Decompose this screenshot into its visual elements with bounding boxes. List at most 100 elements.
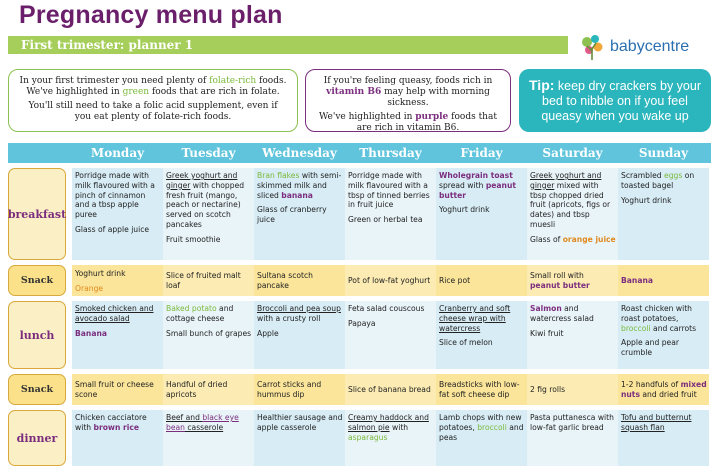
menu-text: Slice of melon — [439, 338, 493, 348]
meal-label: dinner — [8, 410, 66, 466]
menu-text: Small roll with — [530, 271, 584, 281]
meal-label: Snack — [8, 265, 66, 296]
menu-text: and cottage cheese — [166, 304, 234, 323]
cell-content: 2 fig rolls — [530, 385, 565, 395]
menu-cell-thursday: Porridge made with milk flavoured with a… — [345, 168, 436, 260]
menu-item: Breadsticks with low-fat soft cheese dip — [439, 380, 525, 400]
meal-label: Snack — [8, 374, 66, 405]
menu-cell-saturday: Pasta puttanesca with low-fat garlic bre… — [527, 410, 618, 466]
menu-text: black eye bean — [166, 413, 239, 432]
folate-line-3: You'll still need to take a folic acid s… — [28, 101, 278, 122]
menu-text: mixed nuts — [621, 380, 707, 399]
menu-text: Sultana scotch pancake — [257, 271, 313, 290]
menu-text: Handful of dried apricots — [166, 380, 228, 399]
menu-text: mixed with tbsp chopped dried fruit (apr… — [530, 180, 611, 229]
menu-text: Yoghurt drink — [621, 195, 672, 205]
menu-text: Slice of banana bread — [348, 385, 431, 395]
menu-item: Apple and pear crumble — [621, 338, 707, 358]
menu-text: Banana — [621, 276, 653, 286]
cell-content: Slice of fruited malt loaf — [166, 271, 252, 291]
highlight: vitamin B6 — [326, 87, 382, 97]
menu-item: Beef and black eye bean casserole — [166, 413, 252, 433]
menu-cell-friday: Lamb chops with new potatoes, broccoli a… — [436, 410, 527, 466]
cell-content: Small roll with peanut butter — [530, 271, 616, 291]
tip-text: keep dry crackers by your bed to nibble … — [541, 79, 701, 123]
menu-cell-friday: Wholegrain toast spread with peanut butt… — [436, 168, 527, 260]
menu-cell-saturday: Salmon and watercress salad Kiwi fruit — [527, 301, 618, 369]
cell-content: Salmon and watercress salad Kiwi fruit — [530, 304, 616, 338]
menu-text: peanut butter — [530, 281, 590, 290]
menu-item: Glass of orange juice — [530, 235, 616, 245]
day-header: Monday Tuesday Wednesday Thursday Friday… — [8, 143, 711, 163]
menu-item: Green or herbal tea — [348, 215, 434, 225]
menu-cell-monday: Yoghurt drink Orange — [72, 265, 163, 296]
cell-content: Broccoli and pea soup with a crusty roll… — [257, 304, 343, 338]
menu-text: Healthier sausage and apple casserole — [257, 413, 343, 432]
menu-text: Papaya — [348, 318, 376, 328]
cell-content: Handful of dried apricots — [166, 380, 252, 400]
menu-item: Yoghurt drink — [75, 269, 126, 279]
menu-cell-tuesday: Beef and black eye bean casserole — [163, 410, 254, 466]
header-spacer — [8, 143, 72, 163]
menu-text: Green or herbal tea — [348, 215, 423, 225]
menu-text: Salmon — [530, 304, 562, 313]
menu-text: on toasted bagel — [621, 171, 695, 190]
menu-text: Orange — [75, 283, 104, 293]
menu-text: Tofu and butternut squash flan — [621, 413, 692, 432]
snack-row: Snack Yoghurt drink Orange Slice of fruited… — [8, 265, 711, 296]
cell-content: 1-2 handfuls of mixed nuts and dried fru… — [621, 380, 707, 400]
menu-text: and carrots — [650, 323, 697, 333]
menu-cell-wednesday: Bran flakes with semi-skimmed milk and s… — [254, 168, 345, 260]
menu-cell-thursday: Pot of low-fat yoghurt — [345, 265, 436, 296]
menu-item: Slice of banana bread — [348, 385, 431, 395]
menu-text: Feta salad couscous — [348, 304, 425, 313]
menu-item: 2 fig rolls — [530, 385, 565, 395]
babycentre-tree-icon — [582, 35, 603, 60]
day-friday: Friday — [460, 146, 503, 160]
b6-line-2: We've highlighted in purple foods that a… — [316, 112, 500, 134]
babycentre-logo[interactable]: babycentre — [578, 32, 708, 62]
day-tuesday: Tuesday — [181, 146, 236, 160]
menu-item: Fruit smoothie — [166, 235, 252, 245]
planner-subtitle: First trimester: planner 1 — [8, 36, 568, 54]
cell-content: Bran flakes with semi-skimmed milk and s… — [257, 171, 343, 225]
menu-text: Glass of — [530, 234, 563, 244]
cell-content: Porridge made with milk flavoured with a… — [348, 171, 434, 225]
menu-text: with a crusty roll — [257, 313, 321, 323]
menu-text: Wholegrain toast — [439, 171, 513, 180]
menu-item: Porridge made with milk flavoured with a… — [348, 171, 434, 210]
text: foods that are rich in vitamin B6. — [356, 112, 497, 133]
menu-item: Smoked chicken and avocado salad — [75, 304, 161, 324]
menu-text: Pot of low-fat yoghurt — [348, 276, 431, 286]
menu-text: with semi-skimmed milk and sliced — [257, 171, 342, 200]
menu-text: with chopped fresh fruit (mango, peach o… — [166, 180, 245, 229]
menu-item: Chicken cacciatore with brown rice — [75, 413, 161, 433]
menu-item: Sultana scotch pancake — [257, 271, 343, 291]
menu-cell-sunday: 1-2 handfuls of mixed nuts and dried fru… — [618, 374, 709, 405]
menu-text: Lamb chops with new potatoes, — [439, 413, 522, 432]
menu-text: Greek yoghurt and ginger — [530, 171, 602, 190]
menu-text: banana — [281, 190, 313, 200]
menu-text: Small fruit or cheese scone — [75, 380, 154, 399]
menu-item: Salmon and watercress salad — [530, 304, 616, 324]
menu-item: Rice pot — [439, 276, 470, 286]
tip-label: Tip: — [529, 77, 555, 93]
meal-row-dinner: dinner Chicken cacciatore with brown rice… — [8, 410, 711, 466]
menu-item: Carrot sticks and hummus dip — [257, 380, 343, 400]
menu-text: Yoghurt drink — [439, 205, 490, 215]
cell-content: Tofu and butternut squash flan — [621, 413, 707, 433]
menu-item: Bran flakes with semi-skimmed milk and s… — [257, 171, 343, 200]
menu-cell-thursday: Slice of banana bread — [345, 374, 436, 405]
cell-content: Sultana scotch pancake — [257, 271, 343, 291]
menu-text: broccoli — [477, 422, 507, 432]
menu-cell-tuesday: Greek yoghurt and ginger with chopped fr… — [163, 168, 254, 260]
menu-cell-saturday: 2 fig rolls — [527, 374, 618, 405]
menu-text: Baked potato — [166, 304, 217, 313]
menu-cell-friday: Cranberry and soft cheese wrap with wate… — [436, 301, 527, 369]
menu-text: Apple and pear crumble — [621, 338, 679, 358]
menu-cell-monday: Chicken cacciatore with brown rice — [72, 410, 163, 466]
menu-item: Healthier sausage and apple casserole — [257, 413, 343, 433]
menu-item: Banana — [621, 276, 653, 286]
menu-item: Greek yoghurt and ginger with chopped fr… — [166, 171, 252, 230]
menu-item: Papaya — [348, 319, 434, 329]
